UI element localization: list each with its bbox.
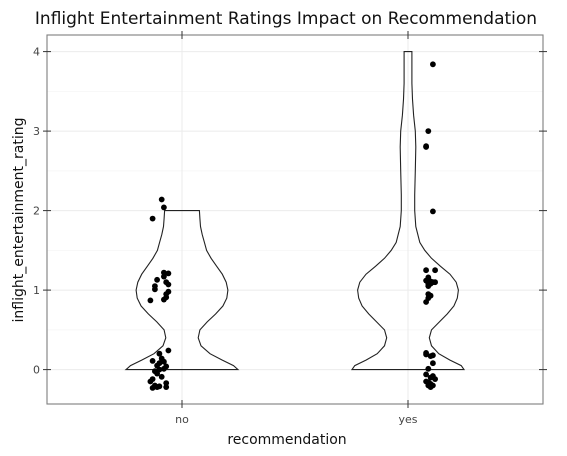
data-point <box>430 360 436 367</box>
data-point <box>152 286 158 293</box>
y-axis-tick-labels: 0 1 2 3 4 <box>33 46 40 377</box>
violin-no <box>124 210 240 371</box>
data-point <box>432 376 438 382</box>
panel-border <box>46 34 544 405</box>
x-tick-label: yes <box>398 413 417 426</box>
data-point <box>154 276 161 283</box>
data-point <box>156 350 163 357</box>
jitter-points <box>147 61 438 391</box>
axis-ticks <box>43 31 547 408</box>
data-point <box>427 353 434 359</box>
data-point <box>425 128 432 135</box>
data-point <box>154 384 161 390</box>
data-point <box>158 196 165 203</box>
data-point <box>427 384 434 390</box>
data-point <box>165 270 172 277</box>
y-tick-label: 3 <box>33 125 40 138</box>
data-point <box>165 281 172 288</box>
data-point <box>430 61 436 68</box>
data-point <box>427 374 434 381</box>
violins <box>124 51 466 371</box>
y-tick-label: 0 <box>33 364 40 377</box>
x-axis-title: recommendation <box>227 432 346 448</box>
data-point <box>149 215 156 222</box>
y-tick-label: 2 <box>33 205 40 218</box>
data-point <box>154 370 161 377</box>
data-point <box>423 351 429 358</box>
data-point <box>149 385 156 391</box>
data-point <box>432 267 438 274</box>
data-point <box>425 283 432 289</box>
data-point <box>149 358 156 364</box>
data-point <box>163 380 170 386</box>
data-point <box>161 358 167 365</box>
chart-title: Inflight Entertainment Ratings Impact on… <box>35 9 537 29</box>
x-tick-label: no <box>175 413 189 426</box>
major-gridlines <box>47 35 543 404</box>
y-tick-label: 4 <box>33 46 40 59</box>
data-point <box>423 371 429 378</box>
data-point <box>161 269 167 276</box>
data-point <box>430 208 436 215</box>
data-point <box>147 378 154 385</box>
data-point <box>161 273 167 280</box>
data-point <box>158 373 165 380</box>
data-point <box>161 204 167 211</box>
y-axis-title: inflight_entertainment_rating <box>11 118 27 323</box>
data-point <box>165 347 172 354</box>
data-point <box>425 365 432 372</box>
data-point <box>423 267 429 274</box>
x-axis-tick-labels: no yes <box>175 413 418 426</box>
data-point <box>147 297 154 304</box>
y-tick-label: 1 <box>33 284 40 297</box>
data-point <box>423 144 429 150</box>
violin-yes <box>350 51 466 371</box>
data-point <box>161 296 167 303</box>
data-point <box>163 384 170 390</box>
data-point <box>161 365 167 372</box>
data-point <box>432 279 438 286</box>
minor-gridlines <box>47 90 543 331</box>
data-point <box>423 299 429 305</box>
